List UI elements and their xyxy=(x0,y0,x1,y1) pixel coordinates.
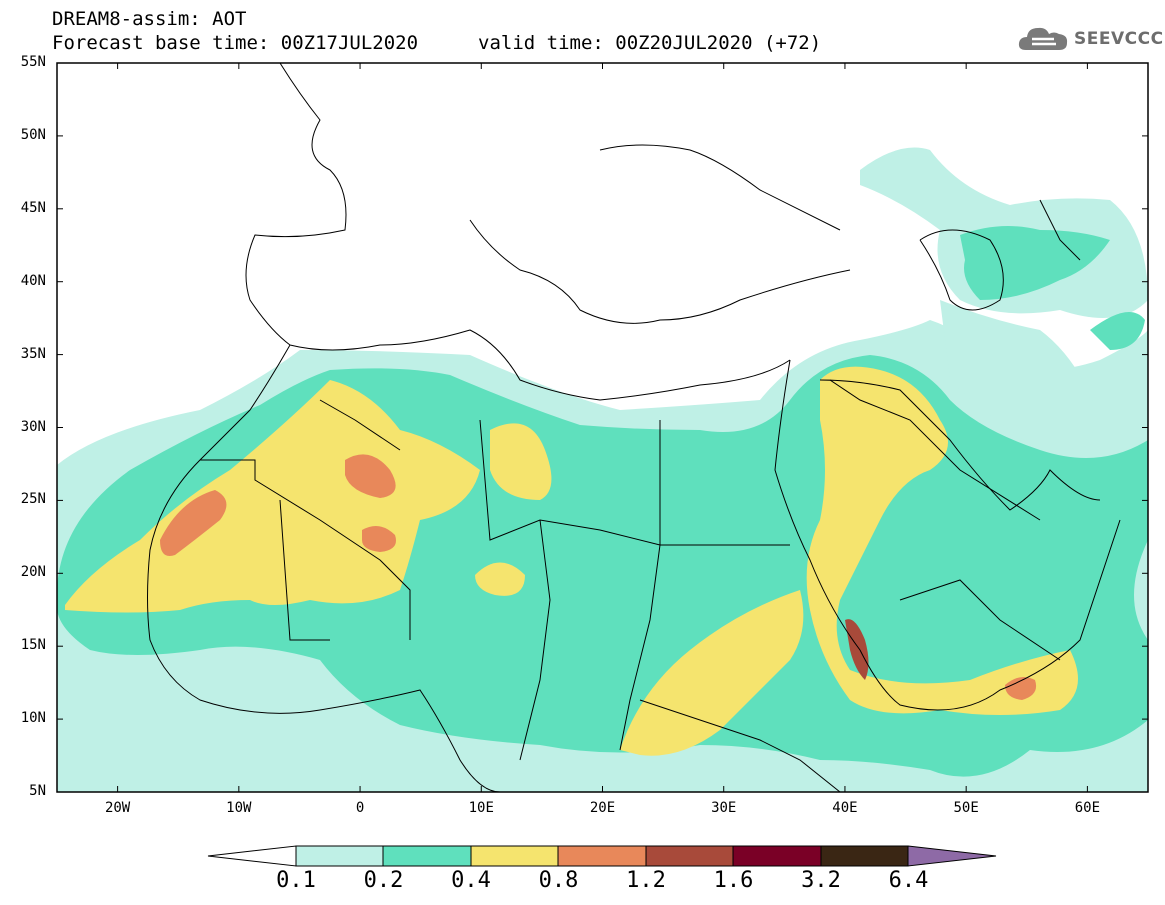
aot-level-0.1-arabia xyxy=(940,300,1100,452)
lat-label: 45N xyxy=(20,199,46,216)
colorbar-swatch-1 xyxy=(382,845,472,867)
aot-level-0.4-chad xyxy=(475,562,525,596)
lat-label: 35N xyxy=(20,345,46,362)
aot-level-0.8-mauritania xyxy=(160,490,227,556)
colorbar-label: 0.2 xyxy=(363,868,404,893)
dust-aot-fields xyxy=(57,147,1148,792)
aot-level-0.8-algeria xyxy=(345,454,396,498)
lon-label: 40E xyxy=(832,800,858,816)
aot-level-1.2-redsea xyxy=(845,619,869,680)
lat-label: 50N xyxy=(20,126,46,143)
lat-label: 15N xyxy=(20,637,46,654)
colorbar-label: 1.6 xyxy=(713,868,754,893)
lon-label: 20W xyxy=(104,800,131,816)
forecast-base-time: Forecast base time: 00Z17JUL2020 xyxy=(52,32,419,54)
lat-label: 55N xyxy=(20,54,46,70)
aot-level-0.2-east xyxy=(1090,312,1145,350)
aot-level-0.4-arabia xyxy=(806,366,1078,715)
lon-label: 60E xyxy=(1074,800,1101,816)
colorbar-swatch-2 xyxy=(470,845,559,867)
seevccc-logo: SEEVCCC xyxy=(1016,22,1163,56)
colorbar-upper-arrow xyxy=(907,845,997,867)
lat-label: 30N xyxy=(20,418,46,435)
aot-level-0.4-libya xyxy=(490,423,552,500)
lon-label: 0 xyxy=(355,800,365,816)
lat-label: 20N xyxy=(20,564,46,581)
lat-label: 5N xyxy=(29,783,46,799)
coastlines-borders xyxy=(147,63,1121,792)
colorbar-swatch-3 xyxy=(557,845,647,867)
cloud-icon xyxy=(1018,27,1068,50)
colorbar-label: 3.2 xyxy=(801,868,841,893)
colorbar-swatch-0 xyxy=(295,845,384,867)
colorbar-label: 0.8 xyxy=(538,868,579,893)
lon-label: 50E xyxy=(953,800,979,816)
valid-time: valid time: 00Z20JUL2020 (+72) xyxy=(478,32,822,54)
colorbar-label: 6.4 xyxy=(888,868,929,893)
aot-level-0.2-caspian xyxy=(960,226,1110,300)
lon-label: 30E xyxy=(711,800,737,816)
lat-label: 40N xyxy=(20,272,46,289)
colorbar-lower-arrow xyxy=(207,845,297,867)
colorbar xyxy=(207,845,997,867)
colorbar-label: 1.2 xyxy=(626,868,666,893)
product-title: DREAM8-assim: AOT xyxy=(52,8,247,30)
colorbar-swatch-4 xyxy=(645,845,734,867)
lon-label: 10W xyxy=(226,800,252,816)
colorbar-swatch-6 xyxy=(820,845,909,867)
lat-label: 10N xyxy=(20,710,46,727)
logo-text: SEEVCCC xyxy=(1074,29,1164,49)
aot-level-0.8-mali xyxy=(362,526,396,552)
lon-label: 20E xyxy=(589,800,616,816)
colorbar-swatch-5 xyxy=(732,845,822,867)
aot-level-0.4-sudan xyxy=(620,590,804,756)
lon-label: 10E xyxy=(468,800,494,816)
aot-level-0.8-yemen xyxy=(1005,676,1037,700)
colorbar-label: 0.1 xyxy=(276,868,316,893)
lat-label: 25N xyxy=(20,491,46,508)
colorbar-label: 0.4 xyxy=(451,868,491,893)
axis-ticks xyxy=(57,62,1148,793)
